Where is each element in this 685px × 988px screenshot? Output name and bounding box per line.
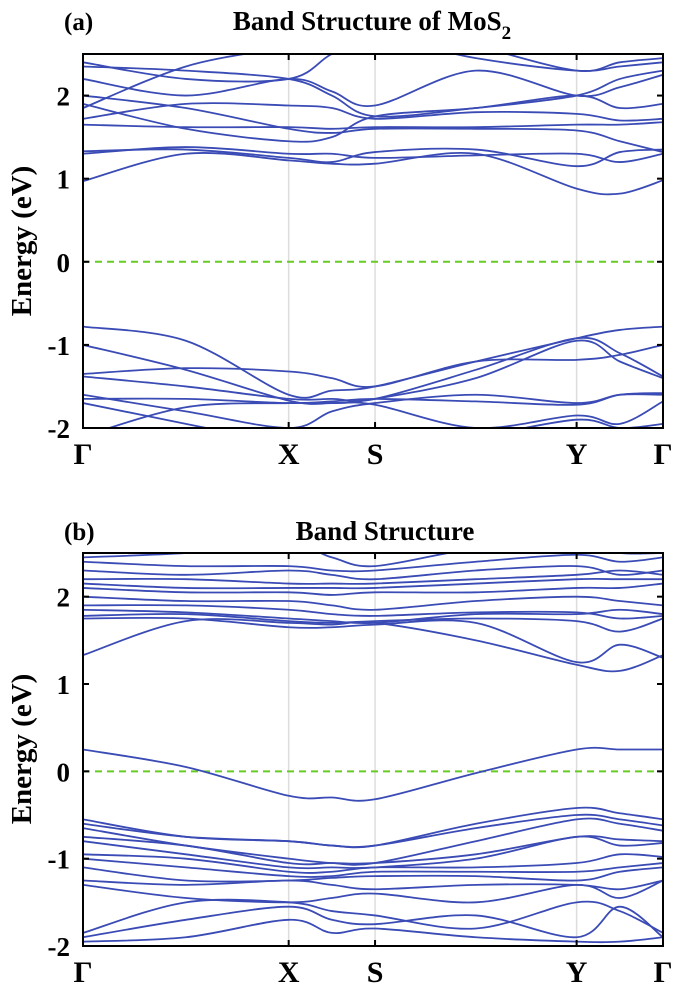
band-line-6 xyxy=(83,595,663,611)
band-line-24 xyxy=(83,905,663,939)
band-line-23 xyxy=(83,898,663,934)
panel-label: (a) xyxy=(64,9,93,36)
chart-title: Band Structure xyxy=(296,516,475,546)
y-tick-label: 1 xyxy=(57,165,71,195)
band-line-12 xyxy=(83,553,663,568)
band-line-7 xyxy=(83,69,663,107)
panel-label: (b) xyxy=(64,519,95,546)
band-line-4 xyxy=(83,102,663,122)
band-line-6 xyxy=(83,94,663,153)
bands xyxy=(83,553,663,944)
panel-a: (a) Band Structure of MoS2 Energy (eV) -… xyxy=(6,6,673,471)
band-line-0 xyxy=(83,746,663,802)
y-tick-label: 0 xyxy=(57,757,71,787)
y-tick-label: -1 xyxy=(48,331,71,361)
band-line-0 xyxy=(83,152,663,196)
band-line-2 xyxy=(83,147,663,168)
band-line-7 xyxy=(83,582,663,596)
y-axis-label: Energy (eV) xyxy=(6,166,38,317)
y-tick-label: -2 xyxy=(48,414,71,444)
y-tick-label: 0 xyxy=(57,248,71,278)
band-line-5 xyxy=(83,604,663,620)
band-line-3 xyxy=(83,613,663,633)
band-line-19 xyxy=(83,857,663,878)
y-tick-label: -2 xyxy=(48,932,71,962)
x-tick-label: Γ xyxy=(73,956,92,988)
x-tick-label: Γ xyxy=(653,438,672,471)
band-line-22 xyxy=(83,879,663,904)
x-tick-label: S xyxy=(367,438,384,471)
band-line-9 xyxy=(83,54,663,83)
band-line-11 xyxy=(83,553,663,573)
x-tick-label: Y xyxy=(566,956,588,988)
y-tick-label: 2 xyxy=(57,583,71,613)
band-line-21 xyxy=(83,879,663,891)
band-line-16 xyxy=(83,835,663,866)
y-tick-label: 2 xyxy=(57,82,71,112)
band-line-8 xyxy=(83,65,663,118)
x-tick-label: X xyxy=(278,438,300,471)
x-tick-label: S xyxy=(367,956,384,988)
axes-frame xyxy=(82,53,664,429)
panel-b: (b) Band Structure Energy (eV) -2 -1 0 1 2 Γ X… xyxy=(6,516,673,988)
band-line-9 xyxy=(83,569,663,585)
x-tick-label: Γ xyxy=(73,438,92,471)
band-line-2 xyxy=(83,616,663,664)
band-line-3 xyxy=(83,121,663,130)
plot-area: -2 -1 0 1 2 Γ X S Y Γ xyxy=(48,552,673,988)
plot-area: -2 -1 0 1 2 Γ X S Y Γ xyxy=(48,53,673,471)
band-line-1 xyxy=(83,146,663,163)
band-line-16 xyxy=(83,392,663,406)
band-line-18 xyxy=(106,400,663,428)
chart-title: Band Structure of MoS2 xyxy=(233,6,511,44)
y-tick-label: 1 xyxy=(57,670,71,700)
y-tick-label: -1 xyxy=(48,845,71,875)
band-line-14 xyxy=(83,813,663,848)
band-line-10 xyxy=(83,54,663,109)
band-line-4 xyxy=(83,608,663,625)
band-line-20 xyxy=(83,866,663,883)
bands xyxy=(83,54,663,428)
y-axis-label: Energy (eV) xyxy=(6,674,38,825)
band-line-18 xyxy=(83,853,663,874)
band-line-10 xyxy=(83,565,663,581)
band-line-8 xyxy=(83,577,663,590)
x-tick-label: Γ xyxy=(653,956,672,988)
axes-frame xyxy=(82,552,664,947)
band-line-25 xyxy=(83,918,663,944)
x-tick-label: X xyxy=(278,956,300,988)
x-tick-label: Y xyxy=(566,438,588,471)
band-line-17 xyxy=(83,402,663,428)
band-line-13 xyxy=(83,344,663,388)
